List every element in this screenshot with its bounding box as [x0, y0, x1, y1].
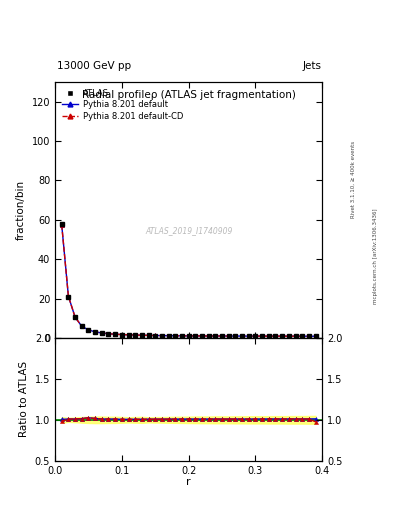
Text: mcplots.cern.ch [arXiv:1306.3436]: mcplots.cern.ch [arXiv:1306.3436] — [373, 208, 378, 304]
Y-axis label: Ratio to ATLAS: Ratio to ATLAS — [19, 361, 29, 437]
Text: ATLAS_2019_I1740909: ATLAS_2019_I1740909 — [145, 226, 232, 235]
X-axis label: r: r — [186, 477, 191, 487]
Text: Jets: Jets — [303, 60, 321, 71]
Y-axis label: fraction/bin: fraction/bin — [16, 180, 26, 240]
Text: 13000 GeV pp: 13000 GeV pp — [57, 60, 131, 71]
Text: Rivet 3.1.10, ≥ 400k events: Rivet 3.1.10, ≥ 400k events — [351, 141, 356, 218]
Text: Radial profileρ (ATLAS jet fragmentation): Radial profileρ (ATLAS jet fragmentation… — [82, 90, 296, 100]
Legend: ATLAS, Pythia 8.201 default, Pythia 8.201 default-CD: ATLAS, Pythia 8.201 default, Pythia 8.20… — [59, 86, 185, 123]
